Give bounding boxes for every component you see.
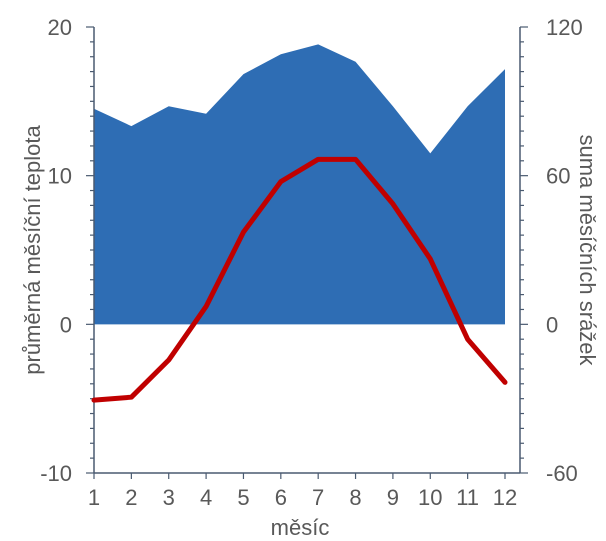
y-left-tick-label: 20 [48,15,72,40]
x-tick-label: 12 [493,485,517,510]
y-right-tick-label: 60 [546,164,570,189]
x-tick-label: 9 [387,485,399,510]
y-left-tick-label: 0 [60,312,72,337]
x-tick-label: 2 [125,485,137,510]
x-tick-label: 1 [88,485,100,510]
y-left-tick-label: -10 [40,461,72,486]
x-tick-label: 5 [237,485,249,510]
x-tick-label: 6 [275,485,287,510]
y-right-tick-label: 120 [546,15,583,40]
x-tick-label: 10 [418,485,442,510]
x-axis-title: měsíc [271,515,330,540]
y-left-tick-label: 10 [48,164,72,189]
temperature-line-layer [91,156,508,403]
precipitation-area-layer [94,44,505,325]
y-right-tick-label: -60 [546,461,578,486]
x-tick-label: 4 [200,485,212,510]
x-tick-label: 3 [163,485,175,510]
x-tick-label: 11 [456,485,479,510]
y-axis-left-title: průměrná měsíční teplota [20,125,45,375]
y-right-tick-label: 0 [546,312,558,337]
x-tick-label: 7 [312,485,324,510]
x-tick-label: 8 [349,485,361,510]
y-axis-right-title: suma měsíčních srážek [575,134,600,366]
precipitation-area [94,44,505,325]
temperature-line [91,156,508,403]
